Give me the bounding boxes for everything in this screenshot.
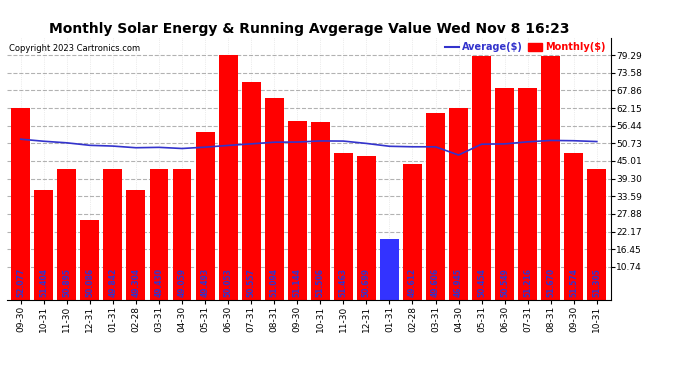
Bar bbox=[34, 190, 53, 300]
Text: 49.304: 49.304 bbox=[132, 268, 141, 297]
Bar bbox=[334, 153, 353, 300]
Bar bbox=[104, 169, 122, 300]
Text: 50.557: 50.557 bbox=[246, 268, 256, 297]
Bar bbox=[449, 108, 468, 300]
Text: 50.086: 50.086 bbox=[86, 268, 95, 297]
Bar bbox=[288, 121, 306, 300]
Bar bbox=[265, 98, 284, 300]
Bar bbox=[357, 156, 376, 300]
Title: Monthly Solar Energy & Running Avgerage Value Wed Nov 8 16:23: Monthly Solar Energy & Running Avgerage … bbox=[48, 22, 569, 36]
Text: 50.549: 50.549 bbox=[500, 268, 509, 297]
Bar bbox=[311, 122, 330, 300]
Text: 51.463: 51.463 bbox=[339, 268, 348, 297]
Text: 52.077: 52.077 bbox=[17, 268, 26, 297]
Bar bbox=[472, 56, 491, 300]
Bar bbox=[518, 88, 537, 300]
Text: 49.493: 49.493 bbox=[201, 268, 210, 297]
Bar bbox=[11, 108, 30, 300]
Text: 49.606: 49.606 bbox=[431, 268, 440, 297]
Text: 51.144: 51.144 bbox=[293, 268, 302, 297]
Bar bbox=[380, 239, 399, 300]
Bar bbox=[196, 132, 215, 300]
Bar bbox=[564, 153, 583, 300]
Bar bbox=[219, 55, 237, 300]
Text: 50.454: 50.454 bbox=[477, 268, 486, 297]
Bar bbox=[403, 164, 422, 300]
Bar bbox=[541, 56, 560, 300]
Bar bbox=[495, 88, 514, 300]
Text: 51.305: 51.305 bbox=[592, 268, 601, 297]
Text: 50.053: 50.053 bbox=[224, 268, 233, 297]
Bar bbox=[426, 113, 445, 300]
Text: 51.574: 51.574 bbox=[569, 268, 578, 297]
Bar bbox=[587, 169, 607, 300]
Text: 46.945: 46.945 bbox=[454, 268, 463, 297]
Legend: Average($), Monthly($): Average($), Monthly($) bbox=[444, 42, 606, 52]
Text: 51.216: 51.216 bbox=[523, 268, 532, 297]
Text: Copyright 2023 Cartronics.com: Copyright 2023 Cartronics.com bbox=[9, 44, 140, 52]
Bar bbox=[241, 82, 261, 300]
Text: 51.670: 51.670 bbox=[546, 268, 555, 297]
Text: 51.404: 51.404 bbox=[39, 268, 48, 297]
Text: 50.699: 50.699 bbox=[362, 268, 371, 297]
Bar bbox=[126, 190, 146, 300]
Text: 49.612: 49.612 bbox=[408, 268, 417, 297]
Text: 49.430: 49.430 bbox=[155, 268, 164, 297]
Text: 51.094: 51.094 bbox=[270, 268, 279, 297]
Text: 49.842: 49.842 bbox=[108, 268, 117, 297]
Text: 50.895: 50.895 bbox=[62, 268, 71, 297]
Bar bbox=[57, 169, 77, 300]
Text: 51.506: 51.506 bbox=[316, 268, 325, 297]
Text: 49.779: 49.779 bbox=[385, 267, 394, 297]
Bar bbox=[150, 169, 168, 300]
Text: 49.059: 49.059 bbox=[177, 268, 186, 297]
Bar bbox=[172, 169, 192, 300]
Bar bbox=[81, 220, 99, 300]
